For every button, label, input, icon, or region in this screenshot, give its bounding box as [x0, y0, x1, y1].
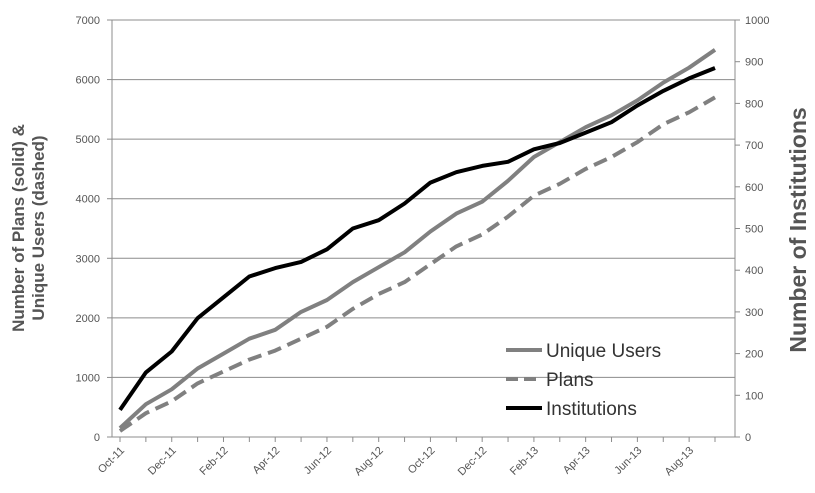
x-tick-label: Aug-12 [352, 445, 386, 479]
right-y-tick-label: 300 [745, 307, 763, 319]
legend-label: Unique Users [546, 341, 661, 362]
x-tick-label: Dec-12 [456, 445, 490, 479]
legend-label: Institutions [546, 399, 637, 420]
left-y-tick-label: 1000 [76, 372, 100, 384]
left-y-tick-label: 2000 [76, 313, 100, 325]
right-y-tick-label: 400 [745, 265, 763, 277]
left-y-tick-label: 7000 [76, 15, 100, 27]
right-y-tick-label: 200 [745, 349, 763, 361]
series-line-unique-users [118, 48, 717, 430]
legend: Unique Users Plans Institutions [506, 341, 661, 420]
x-tick-label: Oct-11 [96, 445, 127, 476]
gridlines [112, 19, 735, 378]
x-tick-label: Dec-11 [146, 445, 179, 478]
left-y-axis-title-line-1: Number of Plans (solid) & [9, 124, 28, 332]
series-line-institutions [118, 66, 716, 412]
left-y-axis-title-line-2: Unique Users (dashed) [29, 135, 48, 320]
right-y-tick-label: 0 [745, 432, 751, 444]
right-y-tick-label: 500 [745, 224, 763, 236]
axes [107, 19, 740, 442]
x-tick-label: Apr-12 [250, 445, 282, 477]
left-y-tick-label: 0 [94, 432, 100, 444]
left-y-tick-label: 3000 [76, 253, 100, 265]
left-y-tick-labels: 0 1000 2000 3000 4000 5000 6000 7000 [76, 15, 100, 444]
x-tick-label: Feb-13 [508, 445, 541, 478]
right-y-tick-label: 900 [745, 57, 763, 69]
left-y-tick-label: 4000 [76, 194, 100, 206]
legend-label: Plans [546, 370, 594, 391]
series-lines [118, 48, 717, 433]
x-tick-label: Feb-12 [197, 445, 230, 478]
left-y-tick-label: 5000 [76, 134, 100, 146]
x-tick-label: Apr-13 [561, 445, 593, 477]
x-tick-label: Aug-13 [663, 445, 697, 479]
x-tick-labels: Oct-11 Dec-11 Feb-12 Apr-12 Jun-12 Aug-12 Oct-… [96, 445, 696, 479]
right-y-tick-label: 700 [745, 140, 763, 152]
series-line-plans [118, 95, 716, 433]
right-y-axis-title: Number of Institutions [785, 107, 811, 352]
x-tick-label: Oct-12 [406, 445, 438, 477]
right-y-tick-label: 600 [745, 182, 763, 194]
right-y-tick-label: 100 [745, 390, 763, 402]
right-y-tick-label: 1000 [745, 15, 769, 27]
right-y-tick-labels: 0 100 200 300 400 500 600 700 800 900 1000 [745, 15, 769, 444]
x-tick-label: Jun-12 [302, 445, 334, 477]
x-tick-label: Jun-13 [612, 445, 644, 477]
right-y-tick-label: 800 [745, 98, 763, 110]
left-y-tick-label: 6000 [76, 75, 100, 87]
